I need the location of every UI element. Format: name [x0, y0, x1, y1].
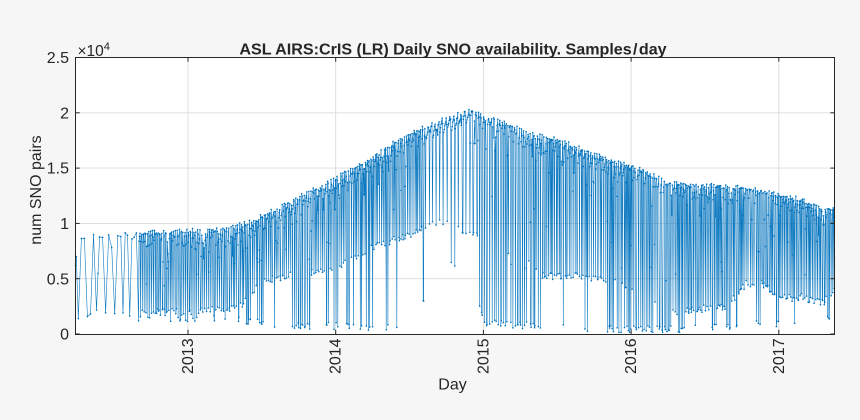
- svg-text:×104: ×104: [78, 41, 111, 60]
- svg-text:1.5: 1.5: [47, 161, 69, 178]
- svg-text:2016: 2016: [623, 338, 640, 374]
- svg-text:ASL AIRS:CrIS (LR) Daily SNO a: ASL AIRS:CrIS (LR) Daily SNO availabilit…: [239, 41, 666, 59]
- svg-text:2015: 2015: [475, 338, 492, 374]
- svg-text:num SNO pairs: num SNO pairs: [28, 135, 45, 244]
- svg-text:2017: 2017: [771, 338, 788, 374]
- svg-text:2014: 2014: [328, 338, 345, 374]
- svg-text:2: 2: [60, 105, 69, 122]
- svg-text:2013: 2013: [180, 338, 197, 374]
- svg-text:2.5: 2.5: [47, 50, 69, 67]
- svg-text:0: 0: [60, 327, 69, 344]
- svg-text:Day: Day: [438, 377, 466, 394]
- svg-text:1: 1: [60, 216, 69, 233]
- svg-text:0.5: 0.5: [47, 271, 69, 288]
